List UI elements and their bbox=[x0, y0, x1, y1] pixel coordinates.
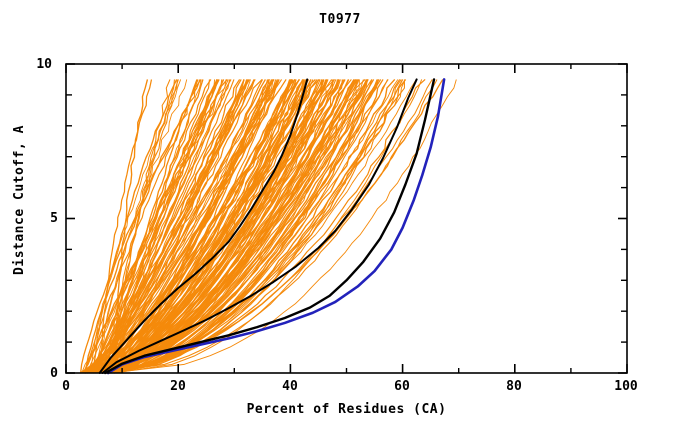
ensemble-curve bbox=[106, 79, 178, 374]
ensemble-curve bbox=[111, 79, 319, 374]
ensemble-curve bbox=[85, 79, 380, 374]
ensemble-curve bbox=[105, 79, 249, 374]
ensemble-curve bbox=[96, 79, 251, 374]
ensemble-curve bbox=[103, 79, 241, 374]
ensemble-curve bbox=[106, 79, 339, 374]
y-tick-label-0: 0 bbox=[50, 366, 58, 381]
ensemble-curve bbox=[114, 79, 382, 374]
ensemble-curve bbox=[92, 79, 235, 374]
x-tick-label-100: 100 bbox=[614, 379, 638, 394]
ensemble-curve bbox=[84, 79, 273, 374]
ensemble-curve bbox=[90, 79, 182, 374]
y-tick-label-10: 10 bbox=[36, 57, 52, 72]
series-curve-target-blue bbox=[106, 78, 446, 375]
ensemble-curves bbox=[79, 78, 457, 374]
series-curve-black-middle bbox=[101, 78, 418, 374]
ensemble-curve bbox=[92, 79, 231, 374]
ensemble-curve bbox=[89, 79, 229, 374]
ensemble-curve bbox=[90, 79, 268, 374]
x-tick-label-40: 40 bbox=[282, 379, 298, 394]
ensemble-curve bbox=[103, 79, 355, 374]
ensemble-curve bbox=[109, 78, 396, 374]
ensemble-curve bbox=[81, 79, 227, 374]
ensemble-curve bbox=[108, 79, 343, 374]
ensemble-curve bbox=[90, 78, 296, 374]
ensemble-curve bbox=[89, 79, 220, 374]
ensemble-curve bbox=[92, 79, 218, 374]
y-tick-label-5: 5 bbox=[50, 211, 58, 226]
ensemble-curve bbox=[107, 79, 389, 374]
ensemble-curve bbox=[102, 79, 438, 374]
ensemble-curve bbox=[108, 79, 242, 374]
ensemble-curve bbox=[89, 79, 312, 374]
x-tick-label-60: 60 bbox=[394, 379, 410, 394]
ensemble-curve bbox=[100, 79, 153, 374]
ensemble-curve bbox=[113, 79, 379, 374]
ensemble-curve bbox=[84, 79, 199, 374]
x-tick-label-0: 0 bbox=[62, 379, 70, 394]
ensemble-curve bbox=[113, 79, 304, 374]
chart-title: T0977 bbox=[319, 12, 361, 27]
ensemble-curve bbox=[99, 79, 406, 374]
ensemble-curve bbox=[98, 79, 249, 374]
ensemble-curve bbox=[84, 79, 329, 374]
ensemble-curve bbox=[102, 79, 345, 374]
highlight-curves bbox=[98, 78, 446, 375]
axes-frame bbox=[65, 63, 628, 374]
ensemble-curve bbox=[94, 79, 263, 374]
ensemble-curve bbox=[80, 79, 444, 374]
ensemble-curve bbox=[112, 79, 275, 374]
ensemble-curve bbox=[114, 79, 293, 374]
ensemble-curve bbox=[99, 79, 349, 374]
ensemble-curve bbox=[84, 79, 426, 374]
x-tick-label-20: 20 bbox=[170, 379, 186, 394]
ensemble-curve bbox=[90, 79, 399, 374]
ensemble-curve bbox=[105, 79, 328, 374]
ensemble-curve bbox=[115, 79, 345, 374]
ensemble-curve bbox=[101, 79, 292, 374]
x-axis-label: Percent of Residues (CA) bbox=[246, 402, 447, 417]
ensemble-curve bbox=[101, 79, 264, 374]
ensemble-curve bbox=[107, 79, 384, 374]
x-tick-label-80: 80 bbox=[506, 379, 522, 394]
ensemble-curve bbox=[104, 79, 290, 374]
ensemble-curve bbox=[115, 79, 279, 374]
series-curve-black-inner bbox=[104, 78, 436, 375]
ensemble-curve bbox=[91, 79, 245, 374]
series-curve-black-outer bbox=[98, 78, 309, 374]
